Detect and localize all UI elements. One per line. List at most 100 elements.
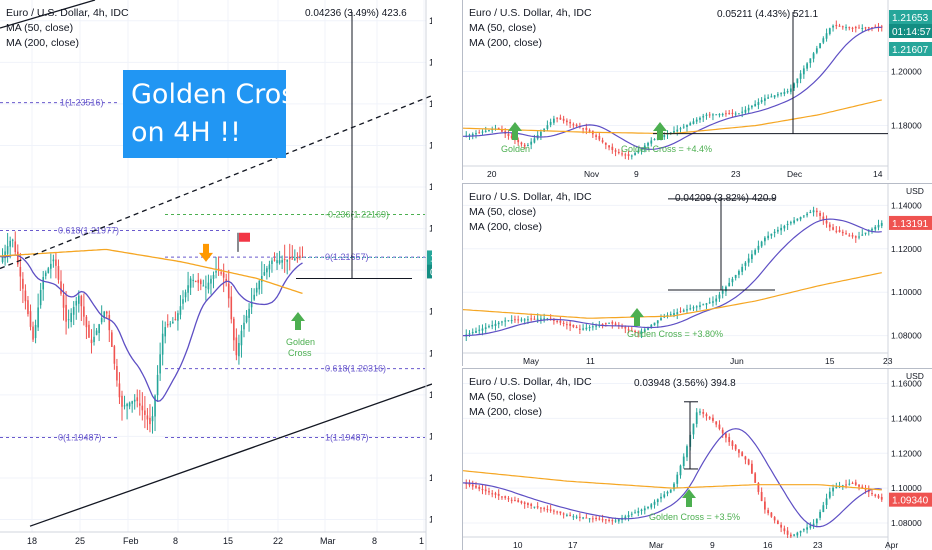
pane-separator — [432, 0, 462, 550]
history-chart-pane-2[interactable]: 1.14000 1.12000 1.10000 1.08000 USD May 11 Jun 1… — [462, 183, 932, 366]
countdown-label: 01:14:57 — [892, 27, 931, 38]
candle-body — [83, 306, 85, 317]
candle-body — [880, 222, 883, 226]
countdown-label-bg — [427, 264, 432, 279]
candle-body — [565, 120, 568, 123]
candle-body — [575, 124, 578, 127]
candle-body — [552, 510, 555, 512]
candle-body — [552, 118, 555, 123]
measure-label: 0.04236 (3.49%) 423.6 — [305, 8, 407, 19]
candle-body — [734, 274, 737, 278]
candle-body — [559, 117, 562, 120]
candle-body — [705, 414, 708, 417]
candle-body — [481, 328, 484, 331]
candle-body — [111, 332, 113, 347]
candle-body — [478, 132, 481, 134]
countdown-label: 01:14:57 — [430, 267, 432, 278]
candle-body — [854, 236, 857, 238]
candle-body — [640, 509, 643, 511]
candle-body — [118, 383, 121, 398]
candle-body — [741, 452, 744, 457]
candle-body — [161, 333, 164, 355]
candle-body — [72, 306, 75, 315]
candle-body — [523, 144, 526, 147]
candle-body — [647, 142, 649, 146]
pane3-chart-svg[interactable]: 1.16000 1.14000 1.12000 1.10000 1.08000 USD 10… — [463, 369, 932, 550]
main-chart-svg[interactable]: 1(1.23516)0.618(1.21977)-0.236(1.22169)0… — [0, 0, 432, 550]
ma50-line — [463, 218, 882, 337]
candle-body — [835, 486, 838, 489]
main-chart-pane[interactable]: 1(1.23516) 0.618(1.21977) -0.236(1.22169) 0… — [0, 0, 432, 550]
candle-body — [65, 304, 67, 322]
candle-body — [491, 129, 494, 131]
candle-body — [838, 25, 841, 27]
candle-body — [861, 486, 864, 489]
candle-body — [199, 280, 202, 285]
fib-levels: 1(1.23516) 0.618(1.21977) -0.236(1.22169) 0… — [0, 98, 425, 442]
main-moving-averages — [0, 248, 303, 402]
candle-body — [763, 98, 766, 101]
candle-body — [686, 124, 688, 127]
candle-body — [260, 275, 263, 282]
candle-body — [653, 322, 656, 326]
candle-body — [591, 518, 594, 520]
candle-body — [871, 493, 873, 495]
candle-body — [738, 449, 740, 453]
x-tick-label: 23 — [731, 169, 741, 179]
candle-body — [689, 123, 692, 126]
last-price-label: 1.21653 — [892, 13, 929, 24]
candle-body — [471, 332, 474, 334]
candle-body — [802, 68, 805, 75]
y-tick-label: 1.19500 — [429, 431, 432, 441]
candle-body — [588, 327, 591, 329]
candle-body — [640, 148, 643, 152]
candle-body — [822, 38, 825, 43]
pane2-chart-svg[interactable]: 1.14000 1.12000 1.10000 1.08000 USD May 11 Jun 1… — [463, 184, 932, 366]
candle-body — [614, 520, 617, 522]
candle-body — [501, 129, 503, 132]
candle-body — [296, 257, 299, 259]
history-chart-pane-3[interactable]: 1.16000 1.14000 1.12000 1.10000 1.08000 USD 10… — [462, 368, 932, 550]
x-tick-label: 16 — [763, 540, 773, 550]
candle-body — [210, 278, 212, 284]
candle-body — [536, 506, 539, 508]
candle-body — [699, 305, 701, 307]
candle-body — [702, 116, 705, 118]
candle-body — [783, 225, 786, 229]
candle-body — [773, 517, 776, 521]
candle-body — [484, 489, 487, 492]
candle-body — [796, 532, 799, 536]
candle-body — [650, 324, 653, 328]
candle-body — [692, 121, 695, 124]
candle-body — [783, 92, 786, 94]
candle-body — [604, 519, 607, 521]
candle-body — [747, 258, 750, 263]
candle-body — [663, 494, 666, 498]
y-tick-label: 1.20000 — [429, 390, 432, 400]
candle-body — [832, 25, 834, 28]
candle-body — [578, 328, 581, 330]
candle-body — [731, 278, 734, 283]
candle-body — [44, 272, 47, 277]
y-tick-label: 1.12000 — [891, 448, 922, 458]
candle-body — [699, 117, 701, 120]
candle-body — [705, 303, 708, 305]
candle-body — [702, 304, 705, 306]
candle-body — [718, 424, 721, 429]
candle-body — [575, 326, 578, 328]
candle-body — [604, 142, 607, 145]
candle-body — [660, 318, 662, 321]
candle-body — [845, 233, 847, 235]
candle-body — [172, 321, 174, 324]
x-tick-label: 11 — [586, 356, 595, 366]
candle-body — [630, 155, 633, 157]
candle-body — [598, 518, 601, 520]
candle-body — [640, 331, 643, 335]
candle-body — [770, 96, 773, 98]
candle-body — [575, 516, 578, 518]
candle-body — [858, 27, 860, 29]
candle-body — [475, 133, 477, 135]
